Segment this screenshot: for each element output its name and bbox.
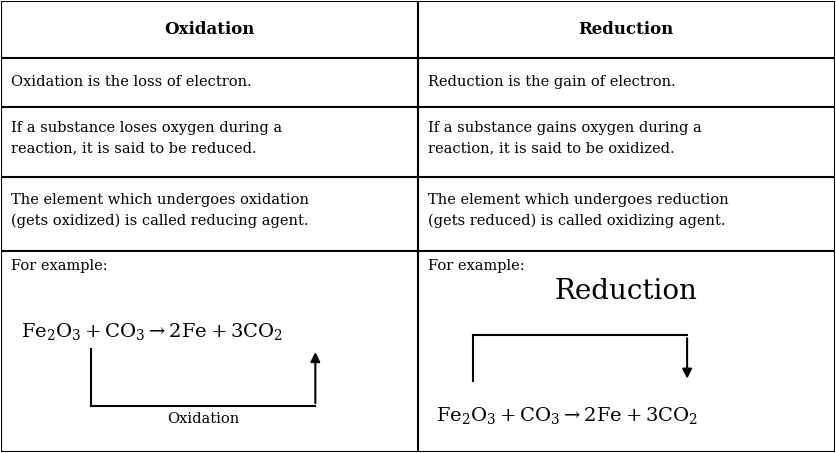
Text: If a substance loses oxygen during a
reaction, it is said to be reduced.: If a substance loses oxygen during a rea… [12,121,283,155]
Text: Oxidation: Oxidation [167,412,239,426]
Text: Oxidation: Oxidation [165,21,255,38]
Text: The element which undergoes oxidation
(gets oxidized) is called reducing agent.: The element which undergoes oxidation (g… [12,193,309,228]
Text: Oxidation is the loss of electron.: Oxidation is the loss of electron. [12,76,252,89]
Text: If a substance gains oxygen during a
reaction, it is said to be oxidized.: If a substance gains oxygen during a rea… [428,121,701,155]
Text: The element which undergoes reduction
(gets reduced) is called oxidizing agent.: The element which undergoes reduction (g… [428,193,729,228]
Text: For example:: For example: [12,259,108,273]
Text: Reduction: Reduction [555,278,698,305]
Text: For example:: For example: [428,259,525,273]
Text: $\mathregular{Fe_2O_3 + CO_3 \rightarrow 2Fe + 3CO_2}$: $\mathregular{Fe_2O_3 + CO_3 \rightarrow… [22,321,283,342]
Text: Reduction is the gain of electron.: Reduction is the gain of electron. [428,76,675,89]
Text: Reduction: Reduction [579,21,674,38]
Text: $\mathregular{Fe_2O_3 + CO_3 \rightarrow 2Fe + 3CO_2}$: $\mathregular{Fe_2O_3 + CO_3 \rightarrow… [436,405,698,426]
